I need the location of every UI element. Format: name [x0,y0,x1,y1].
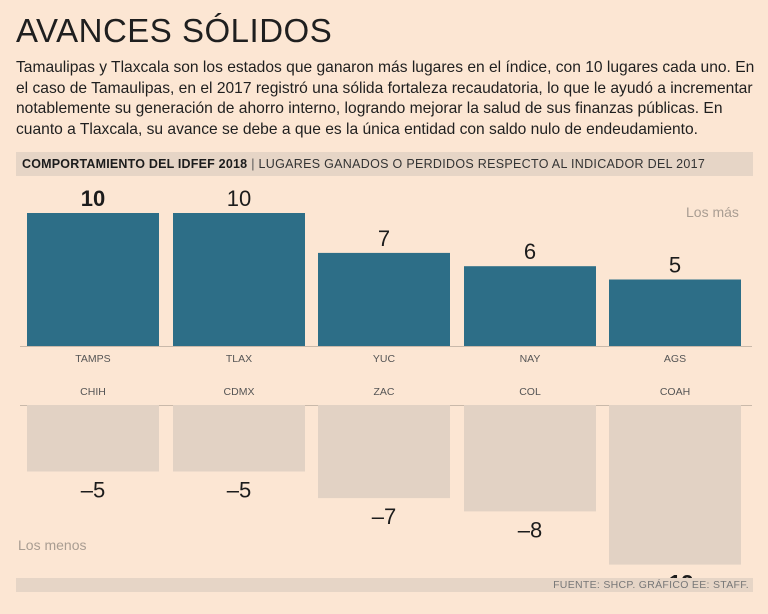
category-label-coah: COAH [660,386,690,398]
legend-bottom: Los menos [18,537,87,553]
bar-tamps [27,213,159,346]
bar-tlax [173,213,305,346]
category-label-col: COL [519,386,541,398]
category-label-ags: AGS [664,353,686,365]
bar-zac [318,405,450,499]
legend-top: Los más [686,204,739,220]
source-footer: FUENTE: SHCP. GRÁFICO EE: STAFF. [16,578,753,592]
value-label-nay: 6 [524,239,536,264]
category-label-tlax: TLAX [226,353,252,365]
category-label-chih: CHIH [80,386,106,398]
source-text: FUENTE: SHCP. GRÁFICO EE: STAFF. [553,579,749,591]
category-label-cdmx: CDMX [224,386,255,398]
chart-header-title: COMPORTAMIENTO DEL IDFEF 2018 [22,157,248,171]
chart-header-separator: | [251,157,255,171]
value-label-zac: –7 [372,504,396,529]
value-label-cdmx: –5 [227,478,251,503]
bar-ags [609,279,741,346]
intro-paragraph: Tamaulipas y Tlaxcala son los estados qu… [16,59,755,138]
bar-col [464,405,596,512]
bar-nay [464,266,596,346]
category-label-yuc: YUC [373,353,396,365]
value-label-chih: –5 [81,478,105,503]
chart-header: COMPORTAMIENTO DEL IDFEF 2018 | LUGARES GA… [16,152,753,176]
bar-cdmx [173,405,305,472]
category-label-tamps: TAMPS [75,353,110,365]
chart-header-subtitle: LUGARES GANADOS O PERDIDOS RESPECTO AL I… [258,157,706,171]
value-label-ags: 5 [669,253,681,278]
bar-chih [27,405,159,472]
page-title: AVANCES SÓLIDOS [16,12,333,49]
value-label-yuc: 7 [378,226,390,251]
bar-yuc [318,252,450,346]
category-label-zac: ZAC [374,386,395,398]
value-label-tamps: 10 [81,186,105,211]
value-label-tlax: 10 [227,186,251,211]
category-label-nay: NAY [520,353,541,365]
value-label-col: –8 [518,517,542,542]
bar-coah [609,405,741,565]
